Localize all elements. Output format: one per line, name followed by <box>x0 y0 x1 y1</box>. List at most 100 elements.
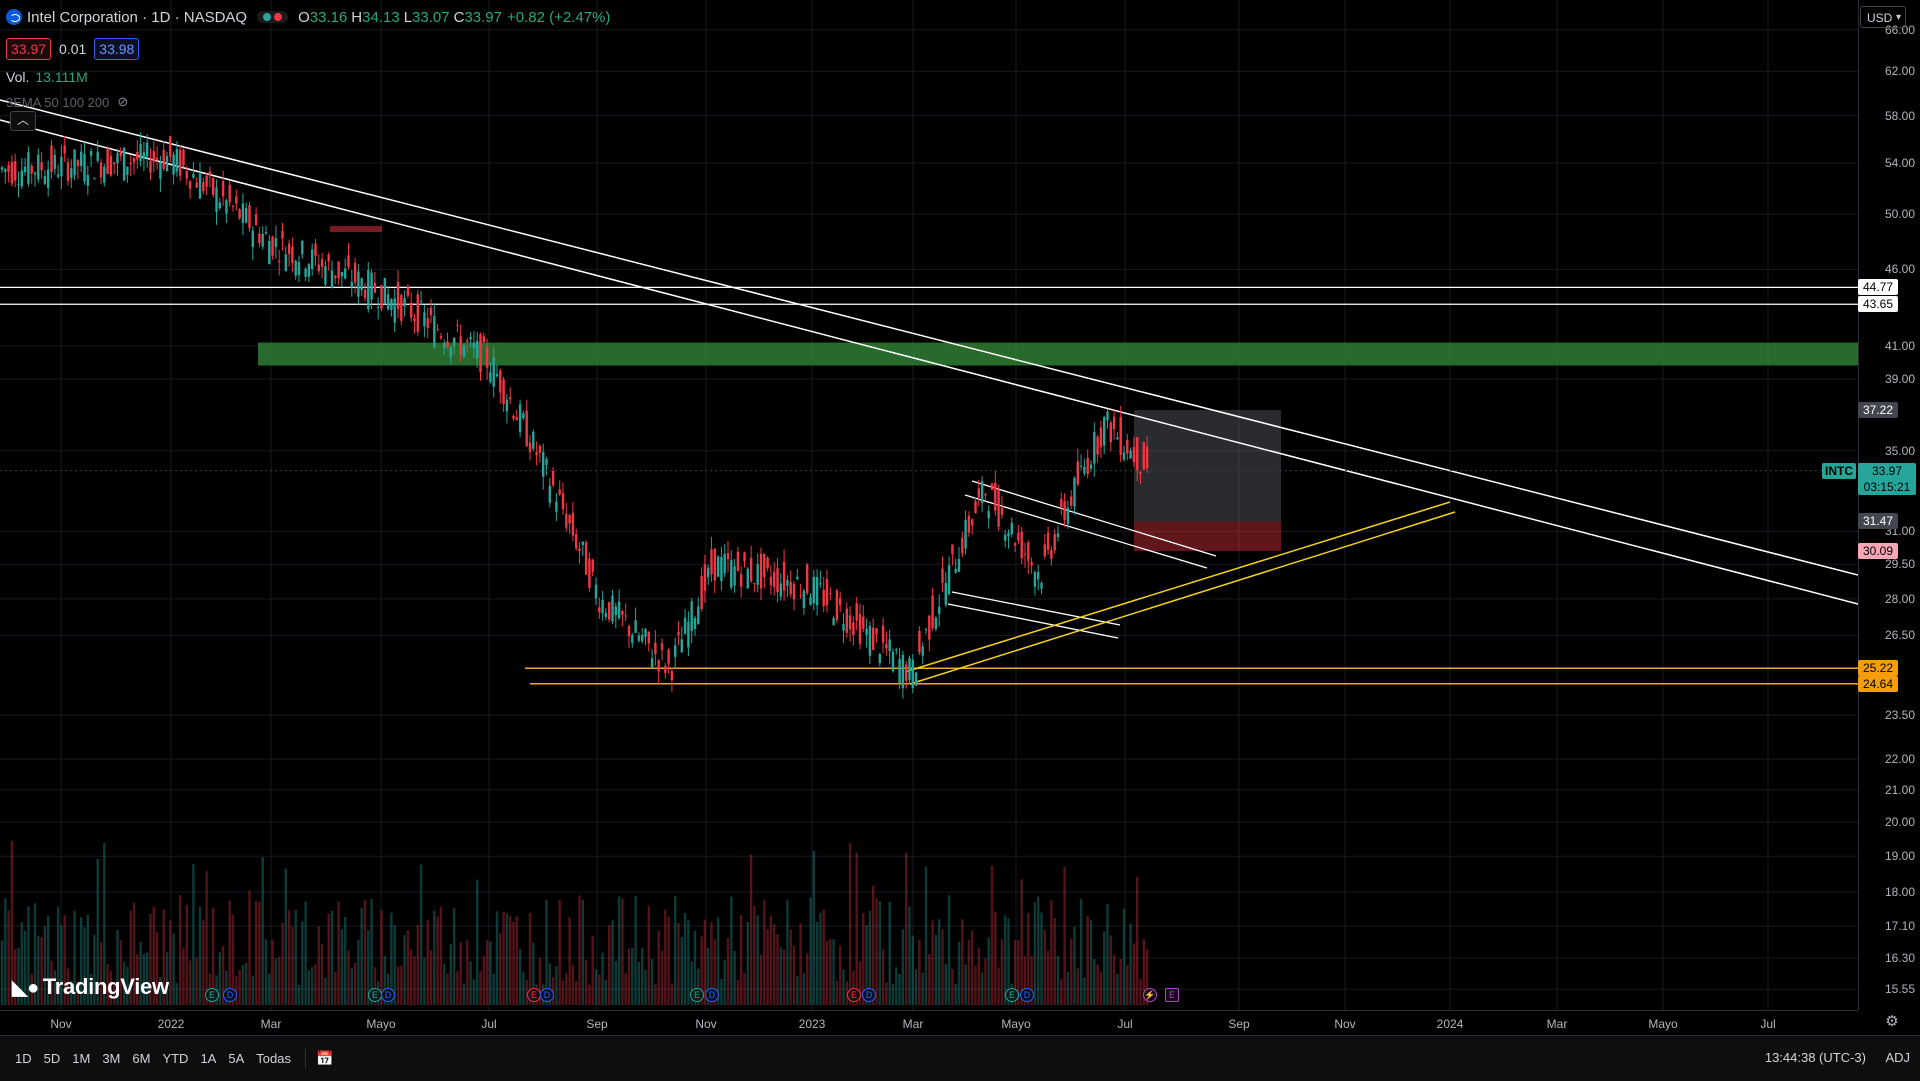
buy-button[interactable]: 33.98 <box>94 38 140 60</box>
candle-body <box>542 452 545 477</box>
earnings-event-icon[interactable]: E <box>527 988 541 1002</box>
time-tick-label: Mayo <box>1648 1017 1678 1031</box>
dividend-event-icon[interactable]: D <box>705 988 719 1002</box>
candle-body <box>1013 543 1017 546</box>
candle-body <box>512 415 515 419</box>
volume-bar <box>660 950 664 1005</box>
volume-bar <box>297 984 301 1005</box>
clock[interactable]: 13:44:38 (UTC-3) <box>1764 1050 1866 1065</box>
volume-bar <box>1145 949 1149 1005</box>
range-button-ytd[interactable]: YTD <box>162 1051 189 1066</box>
range-button-6m[interactable]: 6M <box>132 1051 151 1066</box>
volume-bar <box>749 854 753 1005</box>
currency-selector[interactable]: USD <box>1860 6 1906 29</box>
dividend-event-icon[interactable]: D <box>540 988 554 1002</box>
candle-body <box>1000 507 1004 515</box>
candle-body <box>215 187 218 212</box>
earnings-event-icon[interactable]: E <box>1005 988 1019 1002</box>
volume-bar <box>697 968 700 1005</box>
candle-body <box>746 568 749 589</box>
candle-body <box>56 174 60 177</box>
earnings-event-icon[interactable]: E <box>368 988 382 1002</box>
range-button-5d[interactable]: 5D <box>43 1051 61 1066</box>
volume-bar <box>1086 916 1089 1005</box>
candle-body <box>571 512 575 536</box>
candle-body <box>703 564 707 591</box>
candle-body <box>1145 446 1149 469</box>
volume-bar <box>287 910 291 1005</box>
candle-body <box>367 270 370 310</box>
candle-body <box>304 268 307 277</box>
price-axis[interactable]: 66.00 62.00 58.00 54.00 50.00 46.00 41.00 39.00… <box>1858 0 1920 1010</box>
ema-indicator-label[interactable]: 3EMA 50 100 200 <box>6 94 110 110</box>
adjust-toggle[interactable]: ADJ <box>1885 1050 1910 1065</box>
volume-bar <box>383 955 386 1005</box>
candle-body <box>987 511 990 519</box>
range-button-1a[interactable]: 1A <box>200 1051 217 1066</box>
chart-settings-icon[interactable]: ⚙ <box>1885 1013 1899 1030</box>
candle-body <box>829 593 832 595</box>
range-button-5a[interactable]: 5A <box>228 1051 245 1066</box>
volume-bar <box>495 911 499 1005</box>
range-button-1d[interactable]: 1D <box>15 1051 32 1066</box>
volume-bar <box>964 964 967 1005</box>
dividend-event-icon[interactable]: D <box>862 988 876 1002</box>
candle-body <box>485 347 489 368</box>
volume-bar <box>548 963 551 1005</box>
symbol-title[interactable]: Intel Corporation · 1D · NASDAQ <box>27 8 248 26</box>
earnings-event-icon[interactable]: E <box>690 988 704 1002</box>
candle-body <box>905 664 908 681</box>
candle-body <box>779 583 782 597</box>
earnings-event-icon[interactable]: E <box>847 988 861 1002</box>
candle-body <box>971 519 974 526</box>
candle-body <box>499 370 502 393</box>
volume-bar <box>723 959 726 1005</box>
volume-bar <box>1139 978 1142 1005</box>
volume-bar <box>235 976 238 1005</box>
volume-bar <box>815 921 819 1005</box>
price-chart[interactable] <box>0 0 1858 1010</box>
volume-bar <box>60 925 63 1005</box>
volume-bar <box>581 899 584 1005</box>
sell-button[interactable]: 33.97 <box>6 38 52 60</box>
volume-bar <box>736 979 740 1005</box>
candle-body <box>568 515 571 524</box>
volume-bar <box>1132 943 1136 1005</box>
range-button-3m[interactable]: 3M <box>102 1051 121 1066</box>
candle-body <box>182 149 185 166</box>
volume-bar <box>515 916 518 1005</box>
candle-body <box>865 628 868 636</box>
volume-bar <box>987 937 990 1005</box>
candle-body <box>377 306 380 308</box>
spread-value: 0.01 <box>59 41 87 57</box>
volume-label[interactable]: Vol. <box>6 69 30 85</box>
status-dots[interactable] <box>257 11 289 23</box>
price-tick-label: 18.00 <box>1884 885 1915 900</box>
earnings-event-icon[interactable]: E <box>205 988 219 1002</box>
time-axis[interactable]: Nov 2022 Mar Mayo Jul Sep Nov 2023 Mar Mayo Jul Sep… <box>0 1010 1858 1036</box>
time-tick-label: 2024 <box>1436 1017 1464 1031</box>
candle-body <box>644 629 647 637</box>
channel-line <box>971 480 1217 557</box>
dividend-event-icon[interactable]: D <box>1020 988 1034 1002</box>
candle-body <box>149 161 152 173</box>
hidden-eye-icon[interactable]: ⊘ <box>117 94 129 109</box>
dividend-event-icon[interactable]: D <box>223 988 237 1002</box>
candle-body <box>763 553 766 578</box>
candle-body <box>617 601 621 619</box>
candle-body <box>357 271 360 297</box>
chart-pane[interactable]: Intel Corporation · 1D · NASDAQ O 33.16 H… <box>0 0 1920 1035</box>
price-tick-label: 35.00 <box>1884 443 1915 458</box>
range-button-1m[interactable]: 1M <box>72 1051 91 1066</box>
split-event-icon[interactable]: ⚡ <box>1143 988 1157 1002</box>
dividend-event-icon[interactable]: D <box>381 988 395 1002</box>
candle-body <box>96 151 99 161</box>
calendar-range-icon[interactable]: 📅 <box>316 1049 334 1066</box>
volume-bar <box>954 983 957 1005</box>
collapse-legend-button[interactable]: ︿ <box>10 111 36 131</box>
volume-bar <box>875 898 878 1005</box>
volume-bar <box>901 929 905 1005</box>
upcoming-earnings-icon[interactable]: E <box>1165 988 1179 1002</box>
range-button-todas[interactable]: Todas <box>256 1051 291 1066</box>
candle-body <box>918 630 921 653</box>
